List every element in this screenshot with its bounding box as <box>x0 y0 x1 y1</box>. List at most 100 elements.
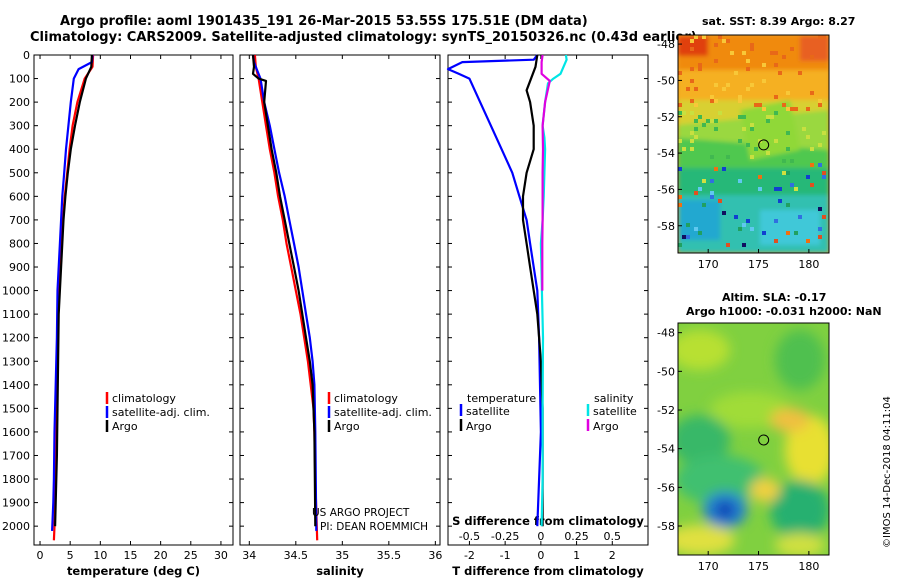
y-tick-label: 200 <box>9 96 30 109</box>
noise-pixel <box>742 243 746 247</box>
noise-pixel <box>786 107 790 111</box>
noise-pixel <box>714 59 718 63</box>
x-tick-label: 34 <box>242 549 256 562</box>
noise-pixel <box>762 63 766 67</box>
noise-pixel <box>738 99 742 103</box>
noise-pixel <box>738 95 742 99</box>
y-tick-label: 1900 <box>2 497 30 510</box>
project-line1: US ARGO PROJECT <box>312 507 410 519</box>
noise-pixel <box>774 219 778 223</box>
noise-pixel <box>786 147 790 151</box>
x-tick-label: 5 <box>67 549 74 562</box>
noise-pixel <box>786 231 790 235</box>
noise-pixel <box>786 91 790 95</box>
series-line-2 <box>54 54 93 527</box>
noise-pixel <box>774 239 778 243</box>
noise-pixel <box>822 131 826 135</box>
noise-pixel <box>766 151 770 155</box>
y-tick-label: 400 <box>9 143 30 156</box>
noise-pixel <box>778 187 782 191</box>
noise-pixel <box>818 103 822 107</box>
noise-pixel <box>678 203 682 207</box>
x-tick-label: 10 <box>93 549 107 562</box>
noise-pixel <box>742 51 746 55</box>
noise-pixel <box>738 227 742 231</box>
noise-pixel <box>750 123 754 127</box>
noise-pixel <box>822 35 826 39</box>
noise-pixel <box>818 235 822 239</box>
noise-pixel <box>686 223 690 227</box>
x-tick-label: 15 <box>123 549 137 562</box>
series-line-1 <box>251 54 318 531</box>
noise-pixel <box>818 99 822 103</box>
map-x-tick-label: 170 <box>698 560 719 573</box>
noise-pixel <box>766 119 770 123</box>
legend-label-s-argo: Argo <box>593 420 619 433</box>
noise-pixel <box>682 147 686 151</box>
legend-label-satellite: satellite-adj. clim. <box>112 406 210 419</box>
noise-pixel <box>746 59 750 63</box>
noise-pixel <box>794 187 798 191</box>
argo-position-marker <box>758 139 770 151</box>
sst-map: 170 175 180 -48 -50 -52 -54 -56 -58 <box>657 34 830 271</box>
noise-pixel <box>694 227 698 231</box>
x-tick-label: 34.5 <box>284 549 309 562</box>
noise-pixel <box>822 171 826 175</box>
x-tick-label: 36 <box>428 549 442 562</box>
noise-pixel <box>782 55 786 59</box>
noise-pixel <box>762 107 766 111</box>
y-tick-label: 1000 <box>2 285 30 298</box>
x-tick-label: 2 <box>609 549 616 562</box>
noise-pixel <box>774 139 778 143</box>
noise-pixel <box>790 183 794 187</box>
noise-pixel <box>710 155 714 159</box>
noise-pixel <box>750 43 754 47</box>
x-axis-label: T difference from climatology <box>452 564 644 578</box>
x-axis-label: salinity <box>316 564 364 578</box>
noise-pixel <box>678 139 682 143</box>
noise-pixel <box>810 91 814 95</box>
noise-pixel <box>738 115 742 119</box>
noise-pixel <box>682 235 686 239</box>
x-tick-label: -1 <box>500 549 511 562</box>
noise-pixel <box>710 191 714 195</box>
y-tick-label: 800 <box>9 237 30 250</box>
x-tick-label: 1 <box>573 549 580 562</box>
noise-pixel <box>762 231 766 235</box>
x-axis-label: temperature (deg C) <box>67 564 200 578</box>
noise-pixel <box>678 111 682 115</box>
legend-label-climatology: climatology <box>334 392 398 405</box>
y-tick-label: 1200 <box>2 332 30 345</box>
noise-pixel <box>698 231 702 235</box>
noise-pixel <box>810 55 814 59</box>
noise-pixel <box>698 67 702 71</box>
noise-pixel <box>690 147 694 151</box>
noise-pixel <box>734 215 738 219</box>
sla-map: 170 175 180 -48 -50 -52 -54 -56 -58 <box>657 322 830 573</box>
map-y-tick-label: -58 <box>657 220 675 233</box>
noise-pixel <box>822 215 826 219</box>
noise-pixel <box>790 47 794 51</box>
temperature-legend: climatology satellite-adj. clim. Argo <box>105 392 210 433</box>
map-x-tick-label: 175 <box>748 560 769 573</box>
noise-pixel <box>786 131 790 135</box>
map-y-tick-label: -48 <box>657 327 675 340</box>
noise-pixel <box>794 107 798 111</box>
noise-pixel <box>710 95 714 99</box>
noise-pixel <box>698 63 702 67</box>
noise-pixel <box>790 107 794 111</box>
legend-label-t-satellite: satellite <box>466 405 510 418</box>
noise-pixel <box>770 115 774 119</box>
noise-pixel <box>702 35 706 39</box>
noise-pixel <box>778 199 782 203</box>
noise-pixel <box>742 223 746 227</box>
y-tick-label: 1300 <box>2 355 30 368</box>
noise-pixel <box>798 71 802 75</box>
noise-pixel <box>754 103 758 107</box>
map-y-tick-label: -54 <box>657 147 675 160</box>
x-tick-label: 25 <box>184 549 198 562</box>
noise-pixel <box>758 187 762 191</box>
noise-pixel <box>686 87 690 91</box>
noise-pixel <box>718 111 722 115</box>
noise-pixel <box>818 35 822 39</box>
